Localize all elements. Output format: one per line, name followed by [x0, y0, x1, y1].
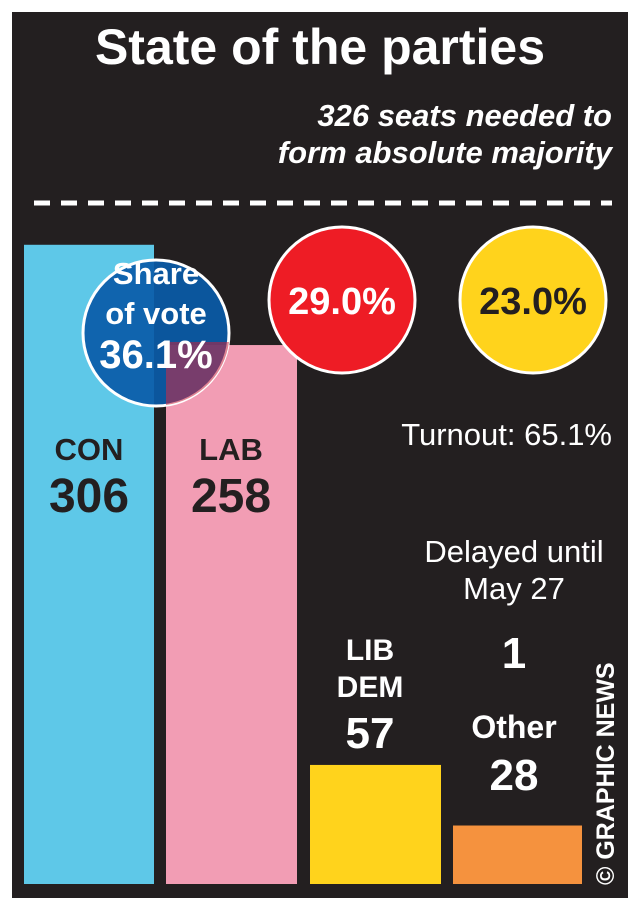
libdem-vote-share: 23.0% — [479, 281, 587, 323]
con-name-label: CON — [55, 432, 124, 467]
other-name-label: Other — [471, 709, 556, 745]
credit-label: © GRAPHIC NEWS — [592, 662, 620, 885]
delayed-seats-value: 1 — [502, 629, 526, 678]
share-of-vote-label: Share — [113, 256, 199, 291]
lab-overlap-tint — [166, 342, 229, 405]
libdem-name-label: DEM — [337, 671, 404, 704]
libdem-name-label: LIB — [346, 634, 394, 667]
other-seats-label: 28 — [490, 751, 539, 800]
bar-other — [453, 825, 582, 884]
delayed-label: May 27 — [463, 571, 565, 606]
lab-vote-circle — [267, 225, 417, 375]
bar-lib-dem — [310, 764, 441, 884]
subtitle-line: 326 seats needed to — [317, 98, 612, 133]
delayed-label: Delayed until — [424, 534, 603, 569]
bar-lab — [166, 345, 297, 884]
libdem-vote-circle — [458, 225, 608, 375]
share-of-vote-label: of vote — [105, 296, 207, 331]
lab-seats-label: 258 — [191, 470, 271, 523]
chart-title: State of the parties — [95, 19, 545, 75]
libdem-seats-label: 57 — [346, 709, 395, 758]
subtitle-line: form absolute majority — [278, 135, 614, 170]
lab-vote-share: 29.0% — [288, 281, 396, 323]
con-seats-label: 306 — [49, 470, 129, 523]
con-vote-share: 36.1% — [99, 333, 212, 377]
lab-name-label: LAB — [199, 432, 263, 467]
turnout-label: Turnout: 65.1% — [401, 417, 612, 452]
